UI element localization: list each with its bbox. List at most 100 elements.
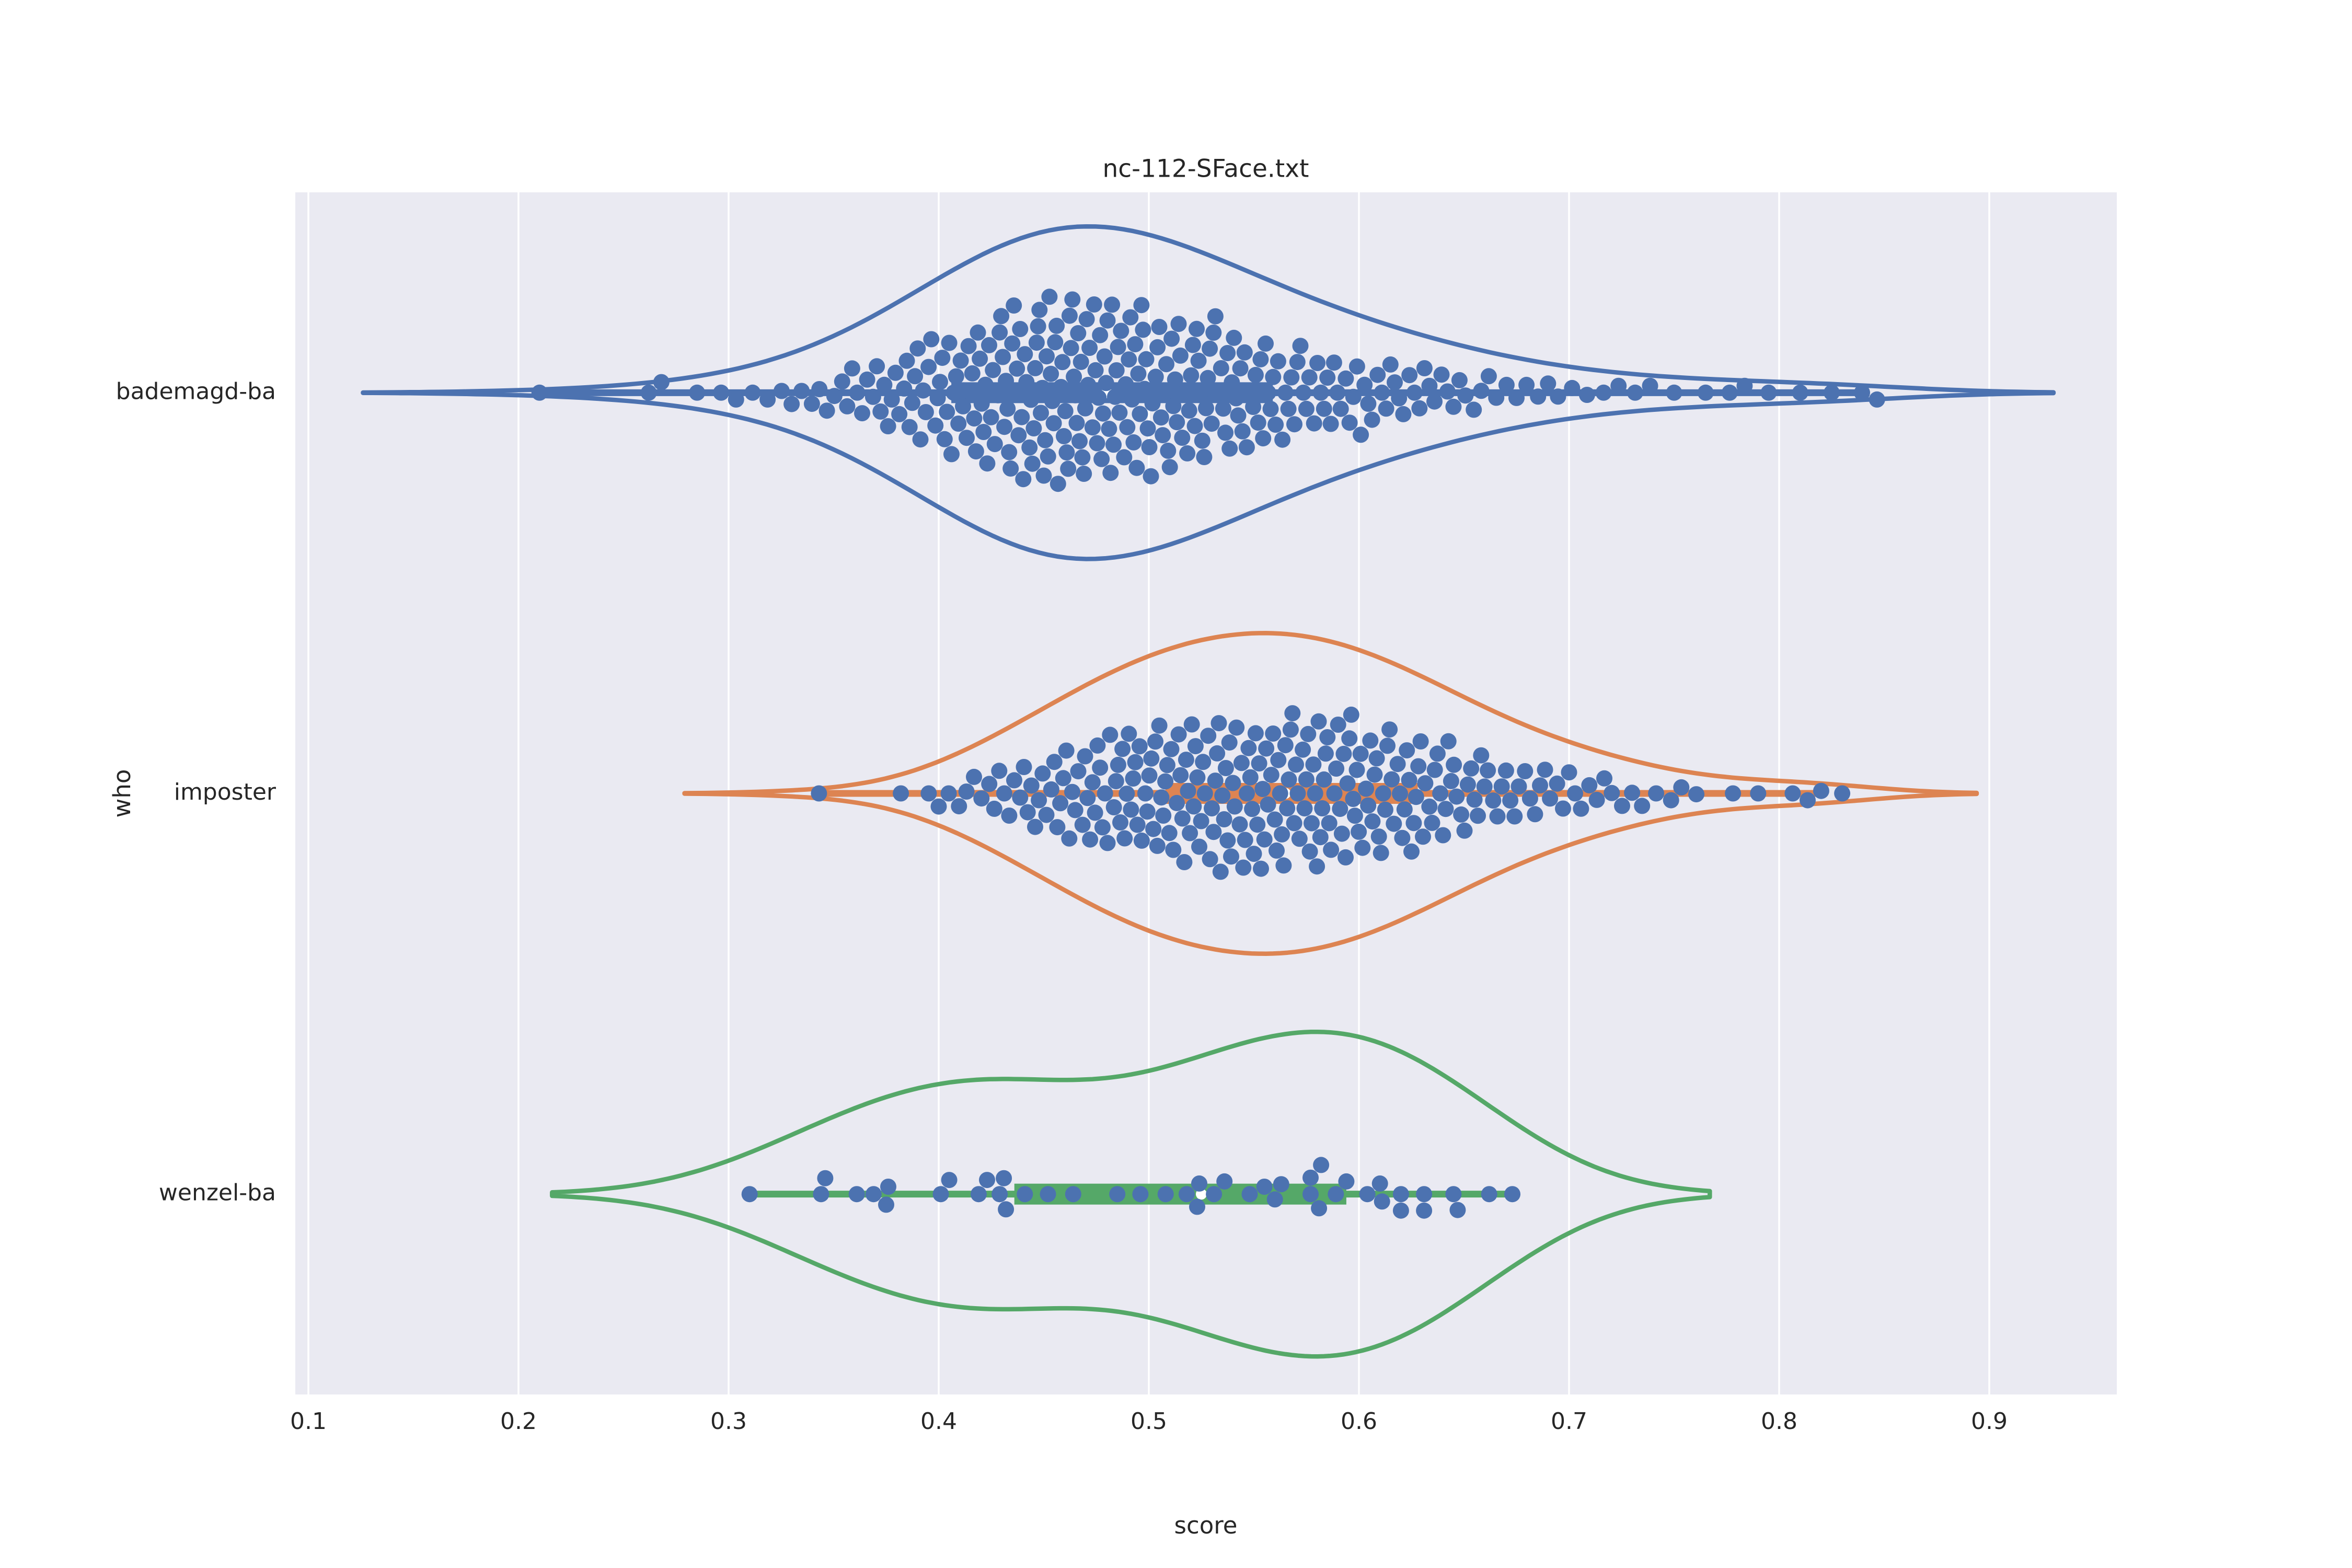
swarm-point <box>1058 742 1075 759</box>
swarm-point <box>1141 439 1158 455</box>
swarm-point <box>1387 374 1403 391</box>
swarm-point <box>1292 338 1309 354</box>
swarm-point <box>1001 444 1018 460</box>
swarm-point <box>1124 391 1140 408</box>
swarm-point <box>1280 400 1297 417</box>
swarm-point <box>917 404 934 420</box>
swarm-point <box>1356 376 1373 393</box>
swarm-point <box>1854 384 1870 401</box>
swarm-point <box>1284 705 1301 722</box>
swarm-point <box>939 403 955 420</box>
swarm-point <box>1165 398 1182 414</box>
swarm-point <box>1395 406 1412 422</box>
swarm-point <box>1295 384 1312 401</box>
swarm-point <box>1223 848 1239 865</box>
swarm-point <box>1057 403 1074 420</box>
swarm-point <box>1138 351 1155 367</box>
swarm-point <box>986 800 1002 817</box>
swarm-point <box>1064 783 1080 800</box>
swarm-point <box>1265 725 1282 742</box>
swarm-point <box>859 371 875 388</box>
swarm-point <box>915 382 931 399</box>
swarm-point <box>1183 716 1200 733</box>
swarm-point <box>1207 308 1224 325</box>
swarm-point <box>1089 737 1106 754</box>
swarm-point <box>1189 769 1206 786</box>
swarm-point <box>1040 448 1056 465</box>
violin-row-imposter <box>682 631 1979 956</box>
swarm-point <box>689 384 706 401</box>
swarm-point <box>864 388 881 405</box>
swarm-point <box>1260 796 1276 813</box>
swarm-point <box>1185 798 1202 815</box>
swarm-point <box>1326 785 1343 802</box>
swarm-group-imposter <box>811 705 1851 880</box>
swarm-point <box>1111 405 1128 421</box>
swarm-point <box>1573 800 1589 817</box>
swarm-point <box>1663 792 1679 809</box>
swarm-point <box>1155 808 1172 824</box>
swarm-point <box>1089 435 1105 452</box>
swarm-point <box>970 1186 987 1203</box>
swarm-point <box>1210 715 1227 732</box>
swarm-point <box>1688 786 1704 803</box>
swarm-point <box>1470 808 1486 824</box>
y-category-label-group: bademagd-ba imposter wenzel-ba <box>116 378 276 1206</box>
swarm-point <box>1374 1193 1390 1210</box>
swarm-point <box>803 396 820 412</box>
swarm-point <box>1156 384 1173 400</box>
swarm-point <box>1561 764 1577 781</box>
x-tick-label-0.1: 0.1 <box>290 1408 327 1435</box>
swarm-point <box>1321 815 1338 832</box>
swarm-point <box>1056 428 1072 444</box>
swarm-point <box>1392 1186 1409 1203</box>
swarm-point <box>1448 788 1465 805</box>
swarm-point <box>1196 785 1213 802</box>
swarm-point <box>1389 756 1406 773</box>
swarm-point <box>1648 785 1665 802</box>
swarm-point <box>1031 792 1047 809</box>
swarm-point <box>1277 737 1294 754</box>
swarm-point <box>1040 1186 1056 1203</box>
swarm-point <box>1155 427 1171 444</box>
swarm-point <box>876 376 893 393</box>
swarm-point <box>991 763 1008 779</box>
swarm-point <box>1181 402 1197 419</box>
swarm-point <box>1721 384 1738 401</box>
swarm-point <box>1466 791 1483 808</box>
swarm-point <box>1335 745 1352 762</box>
swarm-point <box>1153 789 1170 806</box>
swarm-point <box>1673 779 1690 795</box>
swarm-point <box>975 424 992 440</box>
swarm-point <box>1604 785 1620 801</box>
swarm-point <box>1417 775 1434 792</box>
swarm-point <box>1511 778 1527 795</box>
swarm-point <box>1147 733 1163 750</box>
swarm-point <box>1172 767 1189 783</box>
swarm-point <box>1265 368 1282 385</box>
swarm-point <box>1382 356 1399 373</box>
swarm-point <box>1163 330 1180 347</box>
swarm-point <box>1167 371 1183 388</box>
swarm-point <box>1060 460 1077 477</box>
swarm-point <box>1038 806 1055 823</box>
swarm-point <box>923 331 940 348</box>
swarm-point <box>1102 727 1119 743</box>
swarm-point <box>1191 1175 1207 1192</box>
swarm-point <box>1312 829 1329 846</box>
swarm-point <box>1112 814 1128 831</box>
swarm-point <box>1263 767 1279 783</box>
swarm-point <box>1270 353 1286 370</box>
swarm-point <box>1024 455 1041 472</box>
swarm-point <box>1108 362 1125 378</box>
swarm-point <box>1504 1186 1520 1203</box>
swarm-point <box>1614 798 1630 814</box>
swarm-point <box>1053 379 1069 395</box>
swarm-point <box>1497 762 1514 779</box>
swarm-point <box>1345 388 1362 405</box>
swarm-point <box>1322 416 1339 432</box>
swarm-point <box>1080 377 1097 393</box>
swarm-point <box>817 1170 834 1186</box>
swarm-point <box>1215 400 1231 417</box>
swarm-point <box>1364 411 1380 428</box>
